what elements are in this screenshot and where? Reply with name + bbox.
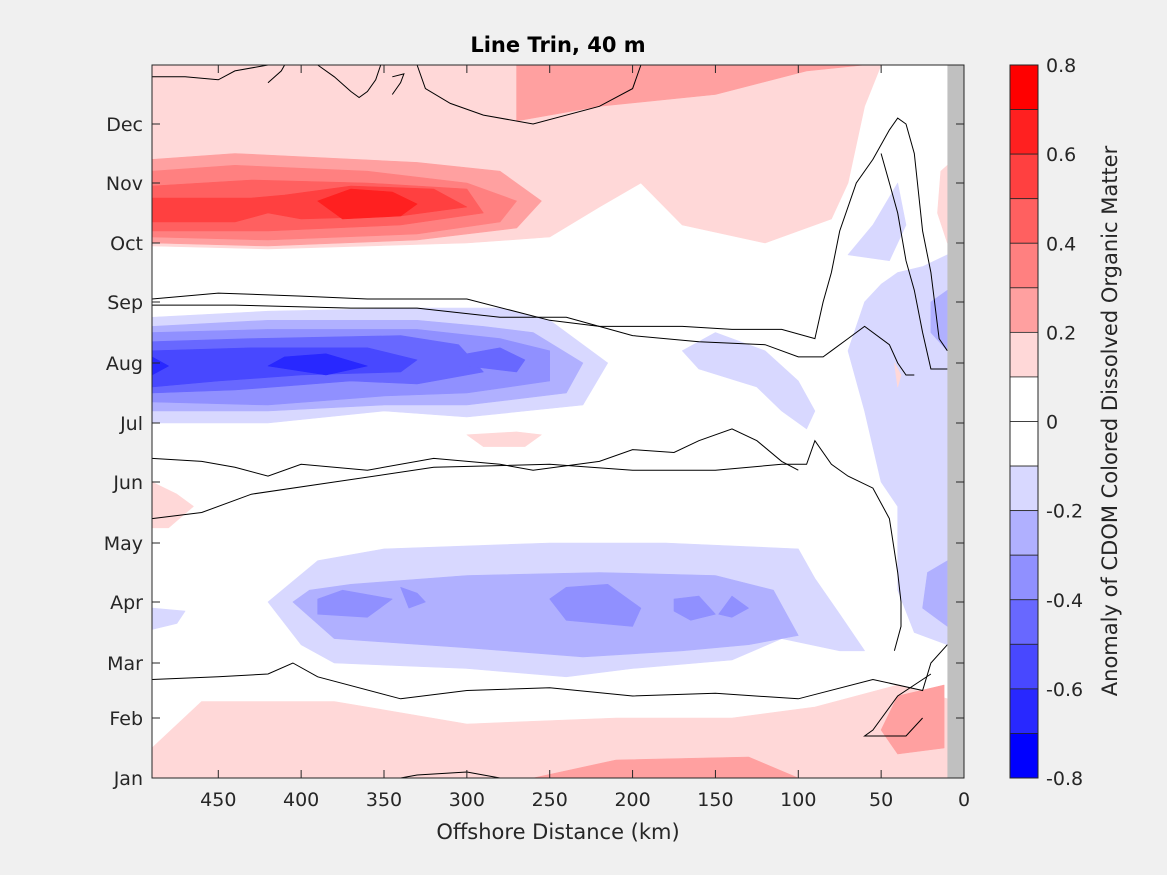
y-tick-label: Apr — [110, 592, 143, 614]
coastal-oct-negative — [847, 182, 907, 262]
nodata-band — [947, 65, 964, 778]
y-tick-label: Feb — [109, 708, 143, 730]
colorbar-tick-label: 0.2 — [1046, 322, 1076, 344]
colorbar-tick-label: -0.6 — [1046, 679, 1083, 701]
colorbar-swatch — [1009, 242, 1039, 289]
x-tick-label: 350 — [366, 789, 402, 811]
zero-contour-mar — [151, 644, 948, 700]
coastal-negative-strip — [847, 254, 948, 646]
jun-positive-patch — [466, 431, 542, 447]
coastal-apr-negative — [922, 560, 948, 627]
aug-negative-core — [267, 353, 368, 376]
colorbar-tick-label: -0.4 — [1046, 590, 1083, 612]
colorbar-swatch — [1009, 287, 1039, 333]
y-tick-label: May — [104, 533, 143, 555]
y-tick-label: Nov — [106, 173, 143, 195]
zero-contour-dec-c — [317, 64, 382, 99]
colorbar-swatch — [1009, 688, 1039, 734]
colorbar-swatch — [1009, 64, 1039, 110]
colorbar-tick-label: -0.2 — [1046, 501, 1083, 523]
colorbar-frame — [1009, 64, 1039, 779]
zero-contour-sep-lower — [152, 304, 915, 376]
bottom-positive-region — [151, 684, 948, 779]
aug-negative-side-core — [466, 347, 526, 373]
colorbar-swatch — [1009, 733, 1039, 779]
y-tick-label: Aug — [106, 353, 143, 375]
apr-negative-patch-b — [400, 586, 426, 609]
colorbar-swatch — [1009, 643, 1039, 690]
x-tick-label: 200 — [614, 789, 650, 811]
apr-negative-patch-e — [718, 595, 749, 618]
colorbar-swatch — [1009, 331, 1039, 378]
y-tick-label: Jul — [119, 413, 143, 435]
colorbar-tick-label: 0.8 — [1046, 55, 1076, 77]
x-tick-label: 450 — [200, 789, 236, 811]
colorbar-swatch — [1009, 599, 1039, 645]
y-tick-label: Jun — [112, 472, 143, 494]
y-tick-label: Sep — [107, 292, 143, 314]
x-tick-label: 300 — [449, 789, 485, 811]
x-tick-label: 150 — [697, 789, 733, 811]
coastal-feb-positive — [880, 684, 945, 755]
colorbar-tick-label: -0.8 — [1046, 768, 1083, 790]
plot-area — [151, 64, 964, 779]
zero-contour-feb — [863, 673, 932, 737]
x-tick-label: 0 — [958, 789, 970, 811]
zero-contour-dec-e — [416, 64, 642, 125]
apr-negative-patch-d — [673, 595, 716, 621]
zero-contour-dec-a — [152, 64, 269, 81]
colorbar-swatch — [1009, 198, 1039, 244]
colorbar-swatch — [1009, 153, 1039, 200]
y-tick-label: Oct — [110, 233, 143, 255]
zero-contour-sep-upper — [151, 117, 948, 352]
colorbar-swatch — [1009, 109, 1039, 155]
colorbar-tick-label: 0.6 — [1046, 144, 1076, 166]
x-tick-label: 400 — [283, 789, 319, 811]
y-tick-label: Mar — [107, 653, 143, 675]
x-tick-label: 250 — [532, 789, 568, 811]
colorbar-swatch — [1009, 554, 1039, 601]
colorbar-swatch — [1009, 421, 1039, 467]
colorbar-tick-label: 0.4 — [1046, 233, 1076, 255]
colorbar-swatch — [1009, 376, 1039, 422]
coastal-aug-positive-sliver — [894, 362, 902, 388]
coastal-oct-positive — [937, 165, 948, 244]
axes-box — [151, 64, 965, 779]
apr-negative-patch-a — [317, 589, 393, 618]
zero-contour-coastal — [880, 153, 948, 370]
y-tick-label: Jan — [113, 768, 143, 790]
zero-contour-jun-upper — [151, 428, 799, 477]
zero-contour-jun-lower — [151, 439, 902, 651]
x-tick-label: 50 — [869, 789, 893, 811]
colorbar: 0.8 0.6 0.4 0.2 0 -0.2 -0.4 -0.6 -0.8 — [1009, 55, 1083, 790]
apr-negative-band-2 — [292, 572, 799, 658]
upper-positive-core — [317, 188, 418, 220]
chart-title: Line Trin, 40 m — [470, 33, 645, 57]
colorbar-tick-label: 0 — [1046, 412, 1058, 434]
zero-contour-dec-b — [267, 64, 286, 84]
colorbar-swatch — [1009, 510, 1039, 556]
x-axis-label: Offshore Distance (km) — [436, 820, 679, 844]
axis-ticks: 450 400 350 300 250 200 150 100 50 0 Jan Feb Mar Apr M… — [104, 65, 970, 811]
y-tick-label: Dec — [106, 114, 143, 136]
zero-contour-dec-d — [391, 73, 405, 95]
x-tick-label: 100 — [780, 789, 816, 811]
colorbar-swatch — [1009, 465, 1039, 512]
apr-negative-patch-c — [549, 583, 642, 627]
colorbar-label: Anomaly of CDOM Colored Dissolved Organi… — [1098, 145, 1122, 696]
